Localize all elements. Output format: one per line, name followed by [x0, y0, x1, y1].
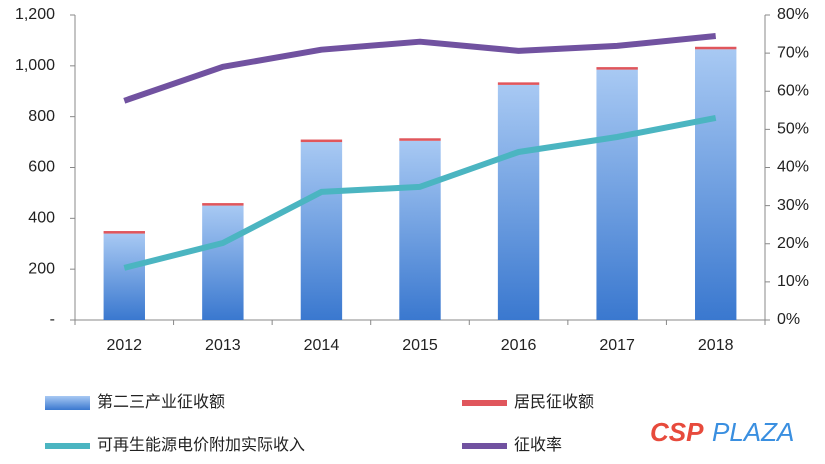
x-tick-label: 2012 [106, 337, 142, 354]
y-tick-label: 200 [28, 260, 55, 277]
bar [695, 46, 737, 50]
y2-tick-label: 80% [777, 6, 809, 23]
y2-tick-label: 50% [777, 121, 809, 138]
x-tick-label: 2013 [205, 337, 241, 354]
bar [300, 142, 343, 320]
bar [399, 140, 441, 320]
y-tick-label: 800 [28, 108, 55, 125]
legend-label: 居民征收额 [514, 393, 594, 411]
bar [399, 138, 441, 141]
legend-swatch [45, 396, 90, 410]
y-tick-label: 1,200 [15, 6, 55, 23]
y2-tick-label: 30% [777, 197, 809, 214]
watermark: CSP [650, 417, 704, 447]
legend-label: 征收率 [514, 436, 562, 454]
x-tick-label: 2016 [501, 337, 537, 354]
legend-label: 可再生能源电价附加实际收入 [97, 436, 305, 454]
x-tick-label: 2018 [698, 337, 734, 354]
y2-tick-label: 10% [777, 273, 809, 290]
bar [202, 205, 244, 320]
line [123, 114, 717, 271]
legend-swatch [462, 400, 507, 406]
bar [497, 84, 540, 320]
x-tick-label: 2017 [599, 337, 635, 354]
y2-tick-label: 60% [777, 82, 809, 99]
bar [596, 67, 638, 70]
line [123, 32, 717, 104]
bar [596, 69, 638, 320]
y-tick-label: - [50, 311, 55, 328]
bar [300, 139, 343, 143]
bar [103, 233, 145, 320]
y-tick-label: 600 [28, 159, 55, 176]
bar [695, 49, 737, 320]
bar [202, 203, 244, 206]
bar [103, 231, 145, 234]
y2-tick-label: 70% [777, 44, 809, 61]
y2-tick-label: 0% [777, 311, 800, 328]
bar [497, 82, 540, 85]
y-tick-label: 400 [28, 210, 55, 227]
x-tick-label: 2014 [304, 337, 340, 354]
legend-label: 第二三产业征收额 [97, 393, 225, 411]
y2-tick-label: 40% [777, 159, 809, 176]
y2-tick-label: 20% [777, 235, 809, 252]
y-tick-label: 1,000 [15, 57, 55, 74]
watermark: PLAZA [712, 417, 794, 447]
x-tick-label: 2015 [402, 337, 438, 354]
